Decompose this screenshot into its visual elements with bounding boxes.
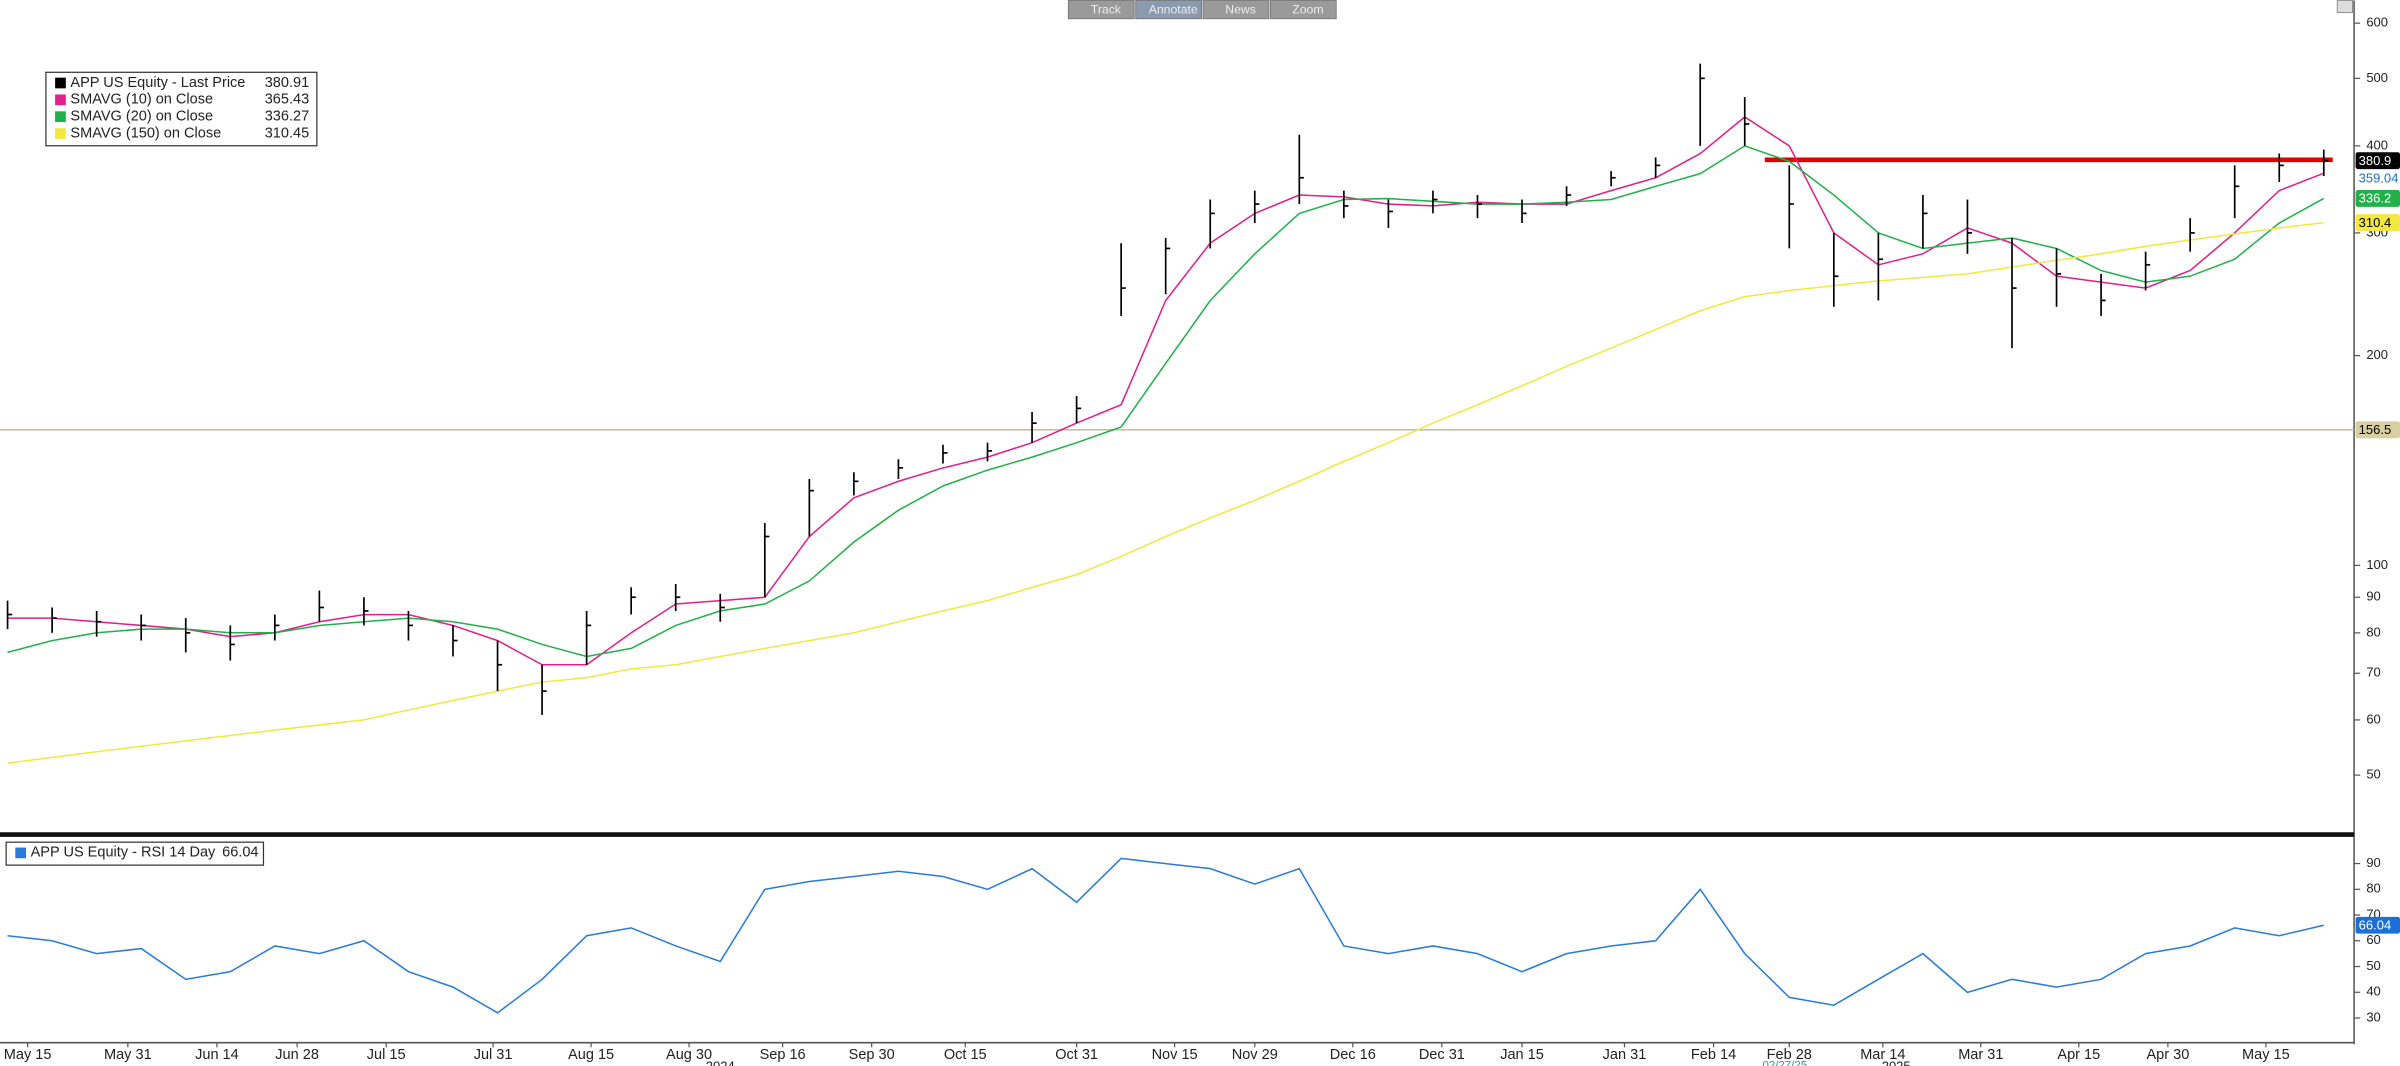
y-tick-label: 400	[2366, 137, 2388, 152]
y-tick-label: 80	[2366, 881, 2380, 896]
x-tick-label: Oct 31	[1055, 1047, 1098, 1063]
price-tag	[2355, 170, 2400, 187]
x-tick-label: Aug 15	[568, 1047, 614, 1063]
y-tick-label: 500	[2366, 70, 2388, 85]
x-tick-label: Oct 15	[944, 1047, 987, 1063]
price-tag-label: 66.04	[2359, 917, 2392, 932]
x-tick-label: May 15	[2242, 1047, 2290, 1063]
legend: APP US Equity - Last Price 380.91 SMAVG (1…	[45, 71, 318, 147]
x-tick-label: Dec 31	[1419, 1047, 1465, 1063]
price-tag-label: 380.9	[2359, 153, 2392, 168]
legend-label: APP US Equity - Last Price	[70, 75, 245, 91]
x-tick-label: Jan 31	[1603, 1047, 1647, 1063]
series-line	[7, 221, 2324, 764]
legend-value: 380.91	[265, 75, 309, 91]
legend-box	[5, 841, 265, 866]
legend-value: 310.45	[265, 125, 309, 141]
x-tick-label: Apr 30	[2146, 1047, 2189, 1063]
legend-label: SMAVG (20) on Close	[70, 109, 213, 125]
x-tick-label: Jun 28	[275, 1047, 319, 1063]
legend-label: APP US Equity - RSI 14 Day	[31, 845, 216, 861]
legend-swatch	[55, 77, 66, 89]
y-tick-label: 30	[2366, 1009, 2380, 1024]
x-tick-label: Feb 28	[1767, 1047, 1812, 1063]
toolbar-label[interactable]: Track	[1091, 3, 1122, 17]
y-tick-label: 40	[2366, 984, 2380, 999]
x-tick-label: Dec 16	[1330, 1047, 1376, 1063]
x-tick-label: Nov 15	[1152, 1047, 1198, 1063]
price-tag-label: 310.4	[2359, 215, 2392, 230]
legend-label: SMAVG (150) on Close	[70, 125, 221, 141]
legend-swatch	[55, 94, 66, 106]
legend-label: SMAVG (10) on Close	[70, 92, 213, 108]
y-tick-label: 50	[2366, 958, 2380, 973]
y-tick-label: 90	[2366, 855, 2380, 870]
cursor-date-label: 02/27/25	[1762, 1060, 1807, 1066]
x-tick-label: Jan 15	[1500, 1047, 1544, 1063]
legend-swatch	[15, 847, 27, 859]
price-tag	[2355, 190, 2400, 207]
legend-value: 365.43	[265, 92, 309, 108]
toolbar-button[interactable]	[1269, 0, 1337, 20]
legend-swatch	[55, 128, 66, 139]
x-tick-label: Nov 29	[1232, 1047, 1278, 1063]
legend-box	[45, 71, 318, 147]
x-tick-label: Jul 31	[474, 1047, 513, 1063]
y-tick-label: 70	[2366, 665, 2380, 680]
price-tag-label: 336.2	[2359, 191, 2392, 206]
x-tick-label: Mar 14	[1860, 1047, 1905, 1063]
series-line	[7, 857, 2324, 1014]
x-tick-label: Sep 30	[849, 1047, 895, 1063]
y-tick-label: 60	[2366, 932, 2380, 947]
x-tick-label: Jun 14	[195, 1047, 239, 1063]
toolbar-label[interactable]: Zoom	[1292, 3, 1323, 17]
x-tick-label: May 31	[104, 1047, 152, 1063]
price-tag	[2355, 214, 2400, 232]
series-line	[7, 145, 2325, 658]
y-tick-label: 200	[2366, 347, 2388, 362]
toolbar-button[interactable]	[1135, 0, 1202, 20]
legend: APP US Equity - RSI 14 Day 66.04	[5, 841, 265, 866]
price-tag	[2355, 152, 2400, 170]
x-tick-label: Mar 31	[1958, 1047, 2003, 1063]
x-tick-label: Aug 30	[666, 1047, 712, 1063]
price-tag-label: 156.5	[2359, 422, 2392, 437]
toolbar-label[interactable]: News	[1225, 3, 1256, 17]
toolbar-button[interactable]	[1202, 0, 1270, 20]
toolbar-button[interactable]	[1067, 0, 1135, 20]
year-label: 2025	[1882, 1059, 1911, 1066]
y-tick-label: 90	[2366, 589, 2380, 604]
toolbar-label[interactable]: Annotate	[1149, 3, 1198, 17]
year-label: 2024	[706, 1059, 735, 1066]
y-tick-label: 50	[2366, 767, 2380, 782]
y-tick-label: 80	[2366, 624, 2380, 639]
series-line	[7, 116, 2325, 666]
legend-value: 336.27	[265, 109, 309, 125]
corner-icon[interactable]	[2336, 0, 2354, 14]
legend-swatch	[55, 111, 66, 123]
price-tag-label: 359.04	[2359, 171, 2399, 186]
price-tag	[2355, 421, 2400, 439]
y-tick-label: 100	[2366, 557, 2388, 572]
price-tag	[2355, 916, 2400, 934]
x-tick-label: Feb 14	[1691, 1047, 1736, 1063]
legend-value: 66.04	[222, 845, 258, 861]
x-tick-label: Jul 15	[367, 1047, 406, 1063]
x-tick-label: Apr 15	[2057, 1047, 2100, 1063]
y-tick-label: 60	[2366, 711, 2380, 726]
y-tick-label: 600	[2366, 15, 2388, 30]
x-tick-label: May 15	[4, 1047, 52, 1063]
x-tick-label: Sep 16	[760, 1047, 806, 1063]
